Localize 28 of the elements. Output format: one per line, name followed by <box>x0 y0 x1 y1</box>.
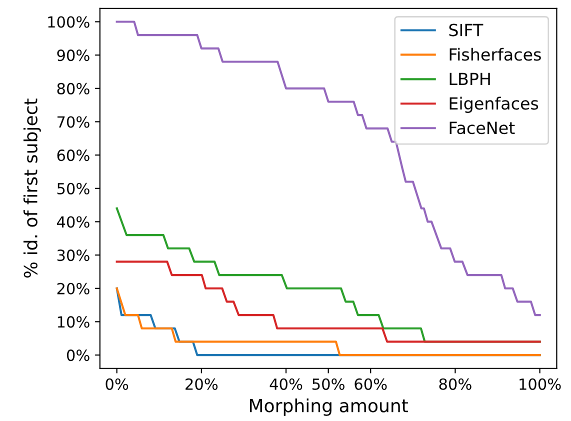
x-tick-label: 0% <box>106 378 128 390</box>
y-tick-label: 90% <box>57 50 90 62</box>
x-tick-label: 100% <box>520 378 561 390</box>
legend-label: Fisherfaces <box>450 48 541 61</box>
x-tick-label: 50% <box>312 378 344 390</box>
legend-label: LBPH <box>450 72 490 86</box>
y-tick-label: 20% <box>57 282 90 294</box>
legend-label: Eigenfaces <box>450 96 538 113</box>
legend-label: SIFT <box>449 24 484 36</box>
x-tick-label: 20% <box>186 378 218 390</box>
line-series <box>116 260 541 343</box>
line-series <box>116 287 541 356</box>
y-tick-label: 100% <box>48 16 90 28</box>
y-tick-label: 40% <box>56 216 90 228</box>
legend-label: FaceNet <box>450 122 515 134</box>
y-tick-label: 0% <box>66 350 90 362</box>
y-tick-label: 70% <box>58 116 90 128</box>
y-tick-label: 60% <box>57 150 90 162</box>
y-tick-label: 10% <box>58 316 90 328</box>
y-tick-label: 50% <box>57 182 90 194</box>
x-tick-label: 60% <box>354 378 387 390</box>
x-axis-title: Morphing amount <box>250 398 408 416</box>
y-axis-title: % id. of first subject <box>23 98 41 278</box>
y-tick-label: 80% <box>57 82 90 94</box>
line-series <box>116 20 541 316</box>
x-tick-label: 80% <box>439 378 472 390</box>
x-tick-label: 40% <box>270 378 302 390</box>
y-tick-label: 30% <box>57 250 90 262</box>
